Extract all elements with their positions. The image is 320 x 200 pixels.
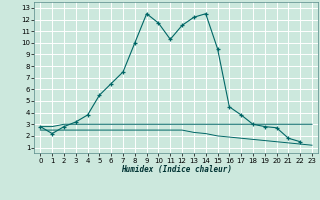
X-axis label: Humidex (Indice chaleur): Humidex (Indice chaleur): [121, 165, 232, 174]
